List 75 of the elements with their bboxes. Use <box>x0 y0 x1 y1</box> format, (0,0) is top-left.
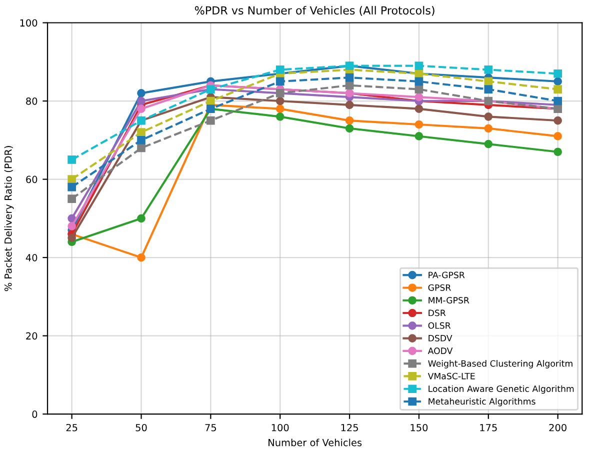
legend-label: DSR <box>428 310 446 316</box>
x-tick-label: 200 <box>549 424 566 432</box>
y-tick-label: 40 <box>26 254 38 262</box>
x-tick-label: 150 <box>410 424 428 432</box>
point <box>484 124 493 133</box>
point <box>68 194 76 203</box>
point <box>137 89 146 98</box>
point <box>554 96 562 106</box>
point <box>276 66 284 74</box>
point <box>554 85 562 94</box>
legend-label: DSDV <box>428 334 452 342</box>
point <box>345 124 354 133</box>
point <box>414 132 424 140</box>
point <box>276 104 284 114</box>
point <box>484 112 493 121</box>
point <box>68 222 76 230</box>
legend-label: Location Aware Genetic Algorithm <box>428 385 574 394</box>
point <box>68 234 76 242</box>
y-tick-label: 60 <box>26 176 38 184</box>
y-tick-label: 0 <box>32 410 38 418</box>
legend-label: Metaheuristic Algorithms <box>428 398 536 406</box>
point <box>137 144 146 152</box>
legend-label: GPSR <box>428 284 451 291</box>
point <box>345 81 354 90</box>
point <box>484 140 493 148</box>
point <box>414 62 424 70</box>
x-tick-label: 75 <box>205 424 216 432</box>
y-tick-label: 80 <box>26 97 38 105</box>
point <box>554 132 562 140</box>
point <box>414 120 424 129</box>
point <box>414 92 424 102</box>
point <box>484 85 493 94</box>
point <box>137 253 146 262</box>
y-tick-label: 20 <box>26 332 38 340</box>
point <box>484 66 493 74</box>
x-tick-label: 50 <box>136 424 147 432</box>
y-axis-title: % Packet Delivery Ratio (PDR) <box>4 146 14 292</box>
point <box>345 116 354 125</box>
x-axis-title: Number of Vehicles <box>268 438 362 446</box>
point <box>414 85 424 94</box>
x-tick-label: 125 <box>341 424 358 432</box>
legend-label: PA-GPSR <box>428 272 465 278</box>
point <box>68 214 76 223</box>
point <box>137 214 146 223</box>
point <box>345 100 354 110</box>
point <box>68 156 76 164</box>
point <box>414 104 424 114</box>
point <box>68 175 76 184</box>
legend-label: OLSR <box>428 322 451 329</box>
x-tick-label: 25 <box>66 424 78 432</box>
legend-label: AODV <box>428 348 453 354</box>
chart-title: %PDR vs Number of Vehicles (All Protocols) <box>194 6 434 16</box>
point <box>137 128 146 136</box>
point <box>137 104 146 114</box>
point <box>484 77 493 86</box>
point <box>345 73 354 82</box>
point <box>137 136 146 144</box>
point <box>276 112 284 121</box>
point <box>206 116 215 125</box>
point <box>414 77 424 86</box>
point <box>68 182 76 192</box>
y-tick-label: 100 <box>20 19 38 27</box>
point <box>276 96 284 106</box>
x-tick-label: 175 <box>480 424 497 432</box>
legend-label: Weight-Based Clustering Algoritm <box>428 360 572 368</box>
point <box>554 148 562 156</box>
legend-label: VMaSC-LTE <box>428 372 475 380</box>
point <box>206 96 215 106</box>
point <box>554 77 562 86</box>
x-tick-label: 100 <box>272 424 289 432</box>
point <box>276 77 284 86</box>
point <box>554 116 562 125</box>
legend-label: MM-GPSR <box>428 297 470 304</box>
point <box>554 69 562 78</box>
point <box>137 96 146 106</box>
